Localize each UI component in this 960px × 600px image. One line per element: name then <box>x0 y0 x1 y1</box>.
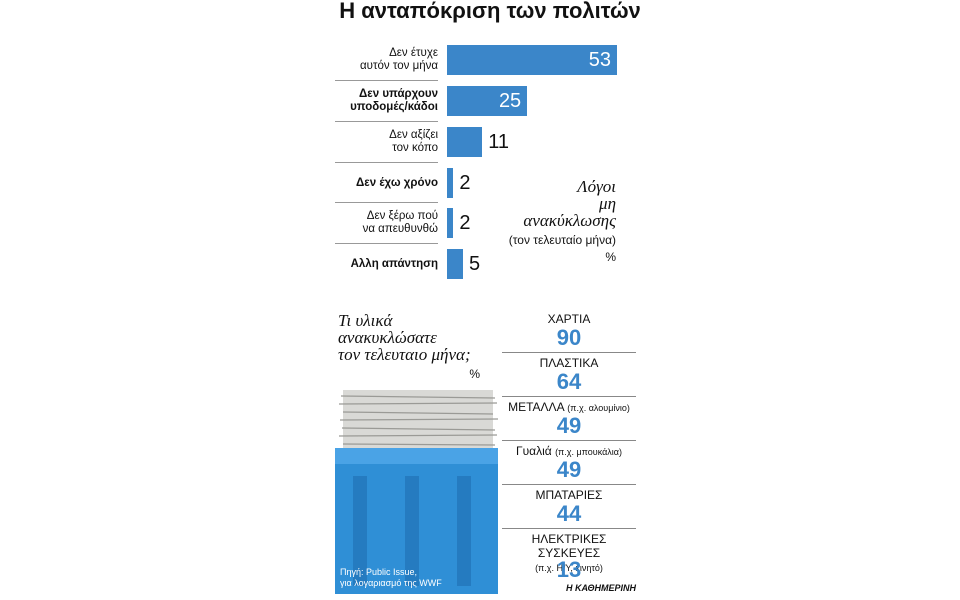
title: Η ανταπόκριση των πολιτών <box>339 0 641 23</box>
row-separator <box>502 484 636 485</box>
category-label: Δεν αξίζει τον κόπο <box>389 129 438 154</box>
item-label: ΜΕΤΑΛΛΑ <box>508 400 564 414</box>
item-name: ΧΑΡΤΙΑ <box>502 312 636 326</box>
bar <box>447 127 483 157</box>
bar <box>447 208 454 238</box>
value-label: 2 <box>459 212 471 234</box>
row-separator <box>502 396 636 397</box>
item-label: ΗΛΕΚΤΡΙΚΕΣ ΣΥΣΚΕΥΕΣ <box>531 532 607 560</box>
value-label: 11 <box>488 131 510 153</box>
row-separator <box>502 352 636 353</box>
item-value: 49 <box>556 413 582 438</box>
value-label: 53 <box>588 49 611 71</box>
row-separator <box>335 243 438 244</box>
bar <box>447 168 454 198</box>
item-label: Γυαλιά <box>516 444 552 458</box>
bar <box>447 249 464 279</box>
row-separator <box>335 80 438 81</box>
item-label: ΜΠΑΤΑΡΙΕΣ <box>535 488 603 502</box>
item-name: ΗΛΕΚΤΡΙΚΕΣ ΣΥΣΚΕΥΕΣ (π.χ. Η/Υ, κινητό) <box>502 532 636 575</box>
item-label: ΠΛΑΣΤΙΚΑ <box>539 356 599 370</box>
annotation-sub: (τον τελευταίο μήνα) <box>508 233 616 247</box>
row-separator <box>335 162 438 163</box>
category-label: Δεν υπάρχουν υποδομές/κάδοι <box>350 88 438 113</box>
row-separator <box>502 528 636 529</box>
item-value: 64 <box>556 369 582 394</box>
row-separator <box>335 121 438 122</box>
item-value: 90 <box>556 325 582 350</box>
category-label: Δεν ξέρω πού να απευθυνθώ <box>362 210 438 235</box>
unit: % <box>605 250 616 264</box>
row-separator <box>335 202 438 203</box>
source: Πηγή: Public Issue, για λογαριασμό της W… <box>340 567 442 588</box>
item-value: 49 <box>556 457 582 482</box>
item-name: ΜΕΤΑΛΛΑ (π.χ. αλουμίνιο) <box>502 400 636 415</box>
category-label: Αλλη απάντηση <box>350 257 438 270</box>
row-separator <box>502 440 636 441</box>
publisher: Η ΚΑΘΗΜΕΡΙΝΗ <box>566 583 636 593</box>
item-value: 44 <box>556 501 582 526</box>
value-label: 5 <box>469 253 481 275</box>
item-note: (π.χ. Η/Υ, κινητό) <box>535 563 603 573</box>
bar <box>447 45 617 75</box>
item-value: 13 <box>556 557 582 582</box>
materials-title: Τι υλικά ανακυκλώσατε τον τελευταιο μήνα… <box>338 311 471 364</box>
value-label: 25 <box>498 90 522 112</box>
bar <box>447 86 528 116</box>
item-label: ΧΑΡΤΙΑ <box>547 312 591 326</box>
item-name: ΜΠΑΤΑΡΙΕΣ <box>502 488 636 502</box>
value-label: 2 <box>459 172 471 194</box>
category-label: Δεν έτυχε αυτόν τον μήνα <box>360 47 438 72</box>
item-note: (π.χ. μπουκάλια) <box>555 447 622 457</box>
item-name: ΠΛΑΣΤΙΚΑ <box>502 356 636 370</box>
bin-image <box>335 390 498 594</box>
annotation: Λόγοι μη ανακύκλωσης <box>523 177 616 230</box>
materials-unit: % <box>469 367 480 381</box>
category-label: Δεν έχω χρόνο <box>356 176 438 189</box>
item-name: Γυαλιά (π.χ. μπουκάλια) <box>502 444 636 459</box>
item-note: (π.χ. αλουμίνιο) <box>567 403 630 413</box>
